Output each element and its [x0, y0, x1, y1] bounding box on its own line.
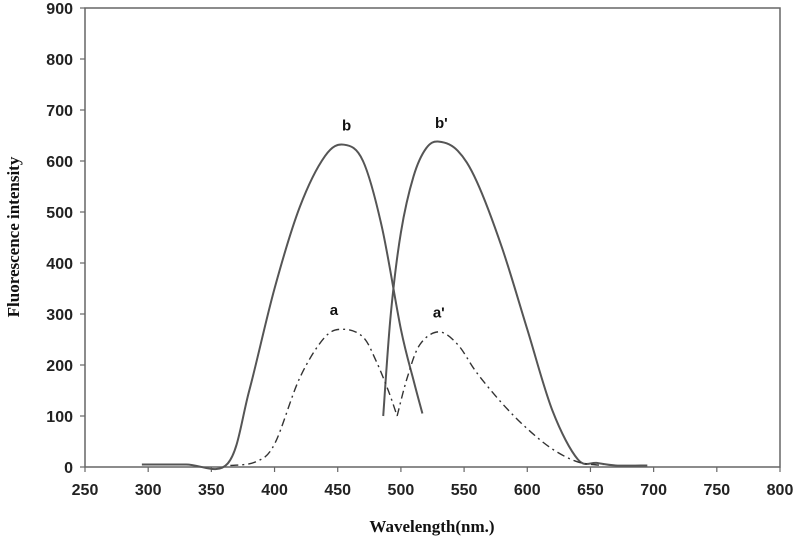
y-axis-title: Fluorescence intensity [4, 156, 23, 317]
x-tick-label: 500 [388, 482, 415, 499]
curve-label: a' [433, 305, 445, 322]
x-tick-label: 450 [324, 482, 351, 499]
curve-label: b' [435, 115, 448, 132]
x-tick-label: 350 [198, 482, 225, 499]
series-line-4 [396, 331, 604, 467]
x-axis-title: Wavelength(nm.) [369, 517, 494, 536]
y-tick-label: 400 [46, 256, 73, 273]
y-tick-label: 800 [46, 52, 73, 69]
x-tick-label: 750 [703, 482, 730, 499]
x-tick-label: 700 [640, 482, 667, 499]
x-tick-label: 600 [514, 482, 541, 499]
x-tick-label: 250 [72, 482, 99, 499]
x-axis-ticks: 250 300 350 400 450 500 550 600 650 700 750 800 [72, 467, 794, 499]
curve-label: b [342, 117, 351, 134]
y-tick-label: 0 [64, 460, 73, 477]
plot-area [84, 7, 781, 468]
y-axis-ticks: 0 100 200 300 400 500 600 700 800 900 [46, 1, 85, 477]
x-tick-label: 400 [261, 482, 288, 499]
y-tick-label: 900 [46, 1, 73, 18]
y-tick-label: 100 [46, 409, 73, 426]
curve-label: a [330, 302, 339, 319]
x-tick-label: 800 [767, 482, 794, 499]
y-tick-label: 700 [46, 103, 73, 120]
x-tick-label: 300 [135, 482, 162, 499]
y-tick-label: 300 [46, 307, 73, 324]
x-tick-label: 650 [577, 482, 604, 499]
series-line-2 [382, 140, 648, 467]
x-tick-label: 550 [451, 482, 478, 499]
annotation-layer: b b' a a' [330, 115, 448, 322]
y-tick-label: 600 [46, 154, 73, 171]
y-tick-label: 200 [46, 358, 73, 375]
series-layer [141, 140, 648, 471]
series-line-3 [230, 328, 398, 467]
y-tick-label: 500 [46, 205, 73, 222]
series-line-1 [141, 143, 424, 471]
